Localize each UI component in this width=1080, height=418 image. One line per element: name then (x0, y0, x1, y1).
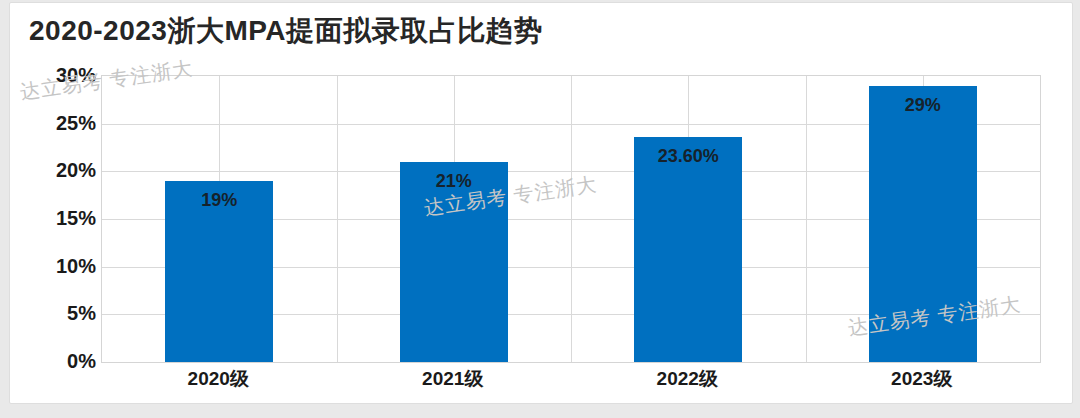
y-tick-label: 10% (10, 255, 96, 277)
x-tick-label: 2022级 (570, 367, 805, 391)
bar (869, 86, 977, 362)
plot-area: 19% 21% 23.60% 29% (101, 75, 1041, 363)
bar-value-label: 21% (400, 171, 508, 192)
y-tick-label: 20% (10, 159, 96, 181)
x-tick-label: 2023级 (805, 367, 1040, 391)
bar (634, 137, 742, 362)
chart-card: 2020-2023浙大MPA提面拟录取占比趋势 19%21%23.60%29% … (9, 2, 1073, 404)
bar-value-label: 29% (869, 95, 977, 116)
y-tick-label: 0% (10, 350, 96, 372)
y-tick-label: 25% (10, 112, 96, 134)
x-tick-label: 2021级 (336, 367, 571, 391)
chart-title: 2020-2023浙大MPA提面拟录取占比趋势 (29, 12, 543, 50)
y-tick-label: 15% (10, 207, 96, 229)
bar (400, 162, 508, 362)
y-tick-label: 30% (10, 64, 96, 86)
bar-value-label: 23.60% (634, 146, 742, 167)
gridline-v (806, 76, 807, 362)
y-tick-label: 5% (10, 302, 96, 324)
x-tick-label: 2020级 (101, 367, 336, 391)
gridline-v (571, 76, 572, 362)
gridline-v (337, 76, 338, 362)
bar-value-label: 19% (165, 190, 273, 211)
